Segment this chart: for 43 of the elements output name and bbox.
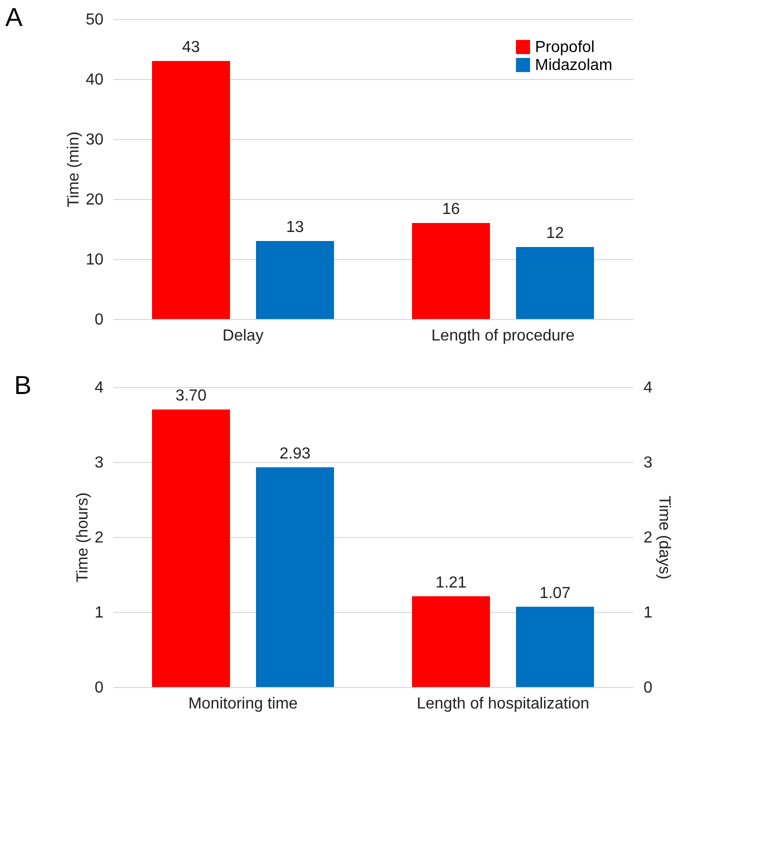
data-label: 1.21 <box>435 574 467 592</box>
y-tick-label: 1 <box>94 604 104 622</box>
y-tick-label: 30 <box>86 132 104 148</box>
x-tick-label: Length of procedure <box>431 328 575 344</box>
chart-title: A <box>5 2 24 32</box>
bar <box>152 61 230 319</box>
y2-tick-label: 1 <box>644 604 652 622</box>
y-tick-label: 20 <box>86 192 104 208</box>
bar <box>256 241 334 319</box>
legend-label: Propofol <box>535 39 595 56</box>
data-label: 43 <box>182 39 200 56</box>
bar <box>412 596 490 687</box>
x-tick-label: Length of hospitalization <box>416 696 590 712</box>
data-label: 16 <box>442 201 460 218</box>
y-tick-label: 40 <box>86 72 104 88</box>
data-label: 1.07 <box>539 584 571 602</box>
y2-tick-label: 0 <box>644 680 652 696</box>
legend-label: Midazolam <box>535 57 612 74</box>
bar <box>412 223 490 319</box>
bar <box>516 606 594 687</box>
bar <box>256 467 334 687</box>
y-tick-label: 50 <box>86 12 104 28</box>
y-tick-label: 0 <box>94 312 104 328</box>
bar <box>152 410 230 687</box>
x-tick-label: Monitoring time <box>188 696 298 712</box>
y2-tick-label: 4 <box>644 380 652 396</box>
y-axis-title: Time (hours) <box>74 492 92 583</box>
y-tick-label: 10 <box>86 252 104 268</box>
y2-tick-label: 3 <box>644 454 652 472</box>
y-tick-label: 3 <box>94 454 104 472</box>
data-label: 2.93 <box>279 445 311 462</box>
data-label: 12 <box>546 225 564 242</box>
data-label: 3.70 <box>175 388 207 404</box>
chart-title: B <box>14 370 32 400</box>
y-tick-label: 0 <box>94 680 104 696</box>
bar <box>516 247 594 319</box>
y2-tick-label: 2 <box>644 530 652 546</box>
x-tick-label: Delay <box>222 328 264 344</box>
y2-axis-title: Time (days) <box>655 496 672 580</box>
y-tick-label: 2 <box>94 530 104 546</box>
y-axis-title: Time (min) <box>66 132 83 208</box>
data-label: 13 <box>286 219 304 236</box>
y-tick-label: 4 <box>94 380 104 396</box>
